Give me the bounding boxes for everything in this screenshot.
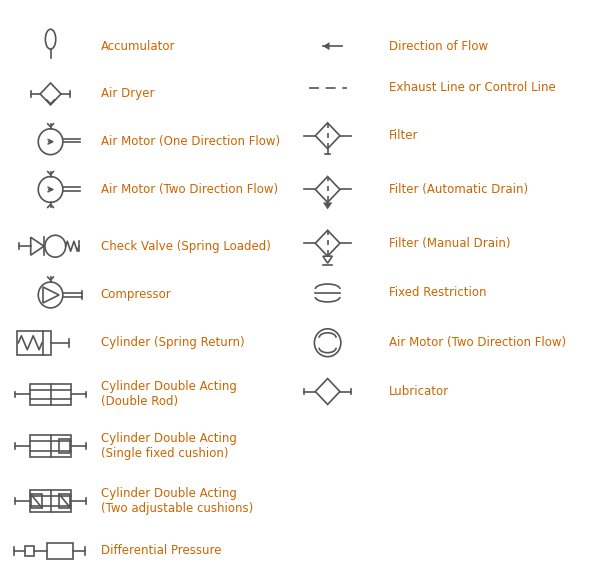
- Bar: [59, 439, 70, 453]
- Text: Differential Pressure: Differential Pressure: [101, 544, 221, 557]
- Text: Filter: Filter: [389, 129, 419, 142]
- Text: Lubricator: Lubricator: [389, 385, 449, 398]
- Text: Air Motor (Two Direction Flow): Air Motor (Two Direction Flow): [389, 336, 566, 349]
- Text: Check Valve (Spring Loaded): Check Valve (Spring Loaded): [101, 240, 271, 253]
- Bar: [31, 494, 42, 508]
- Text: Cylinder Double Acting
(Two adjustable cushions): Cylinder Double Acting (Two adjustable c…: [101, 487, 253, 515]
- Bar: [30, 490, 71, 512]
- Text: Fixed Restriction: Fixed Restriction: [389, 287, 487, 299]
- Bar: [17, 331, 50, 355]
- Text: Filter (Automatic Drain): Filter (Automatic Drain): [389, 183, 528, 196]
- Bar: [25, 546, 34, 556]
- Text: Direction of Flow: Direction of Flow: [389, 39, 488, 53]
- Text: Air Dryer: Air Dryer: [101, 88, 154, 100]
- Text: Air Motor (One Direction Flow): Air Motor (One Direction Flow): [101, 135, 280, 148]
- Text: Filter (Manual Drain): Filter (Manual Drain): [389, 237, 511, 250]
- Bar: [47, 543, 73, 559]
- Text: Air Motor (Two Direction Flow): Air Motor (Two Direction Flow): [101, 183, 278, 196]
- Text: Accumulator: Accumulator: [101, 39, 175, 53]
- Bar: [30, 383, 71, 405]
- Polygon shape: [323, 202, 332, 209]
- Text: Exhaust Line or Control Line: Exhaust Line or Control Line: [389, 81, 556, 95]
- Bar: [30, 436, 71, 457]
- Text: Cylinder Double Acting
(Single fixed cushion): Cylinder Double Acting (Single fixed cus…: [101, 432, 236, 461]
- Text: Cylinder Double Acting
(Double Rod): Cylinder Double Acting (Double Rod): [101, 380, 236, 408]
- Text: Cylinder (Spring Return): Cylinder (Spring Return): [101, 336, 244, 349]
- Text: Compressor: Compressor: [101, 288, 172, 302]
- Bar: [59, 494, 70, 508]
- Polygon shape: [323, 42, 329, 50]
